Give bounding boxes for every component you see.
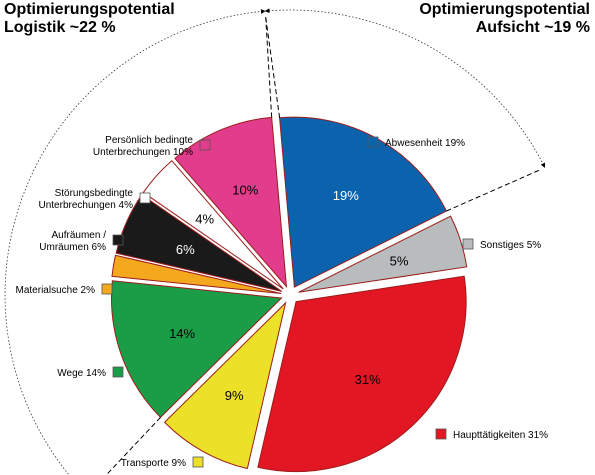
connector-logistik-end [265,17,273,118]
legend-swatch-persoenlich [199,139,211,151]
pie-slice-haupttaetigkeiten [257,275,467,473]
legend-label-haupttaetigkeiten: Haupttätigkeiten 31% [453,430,548,441]
legend-swatch-transporte [192,456,204,468]
legend-label-materialsuche: Materialsuche 2% [16,285,96,296]
legend-swatch-haupttaetigkeiten [435,428,447,440]
legend-label-persoenlich: Persönlich bedingte Unterbrechungen 10% [93,135,194,158]
connector-aufsicht-start [265,17,281,118]
slice-label-abwesenheit: 19% [333,188,359,203]
legend-swatch-stoerungen [139,192,151,204]
bracket-logistik [4,9,266,475]
slice-label-aufraeumen: 6% [176,242,195,257]
legend-label-transporte: Transporte 9% [121,458,186,469]
legend-swatch-sonstiges [462,238,474,250]
legend-label-stoerungen: Störungsbedingte Unterbrechungen 4% [38,188,133,211]
legend-label-wege: Wege 14% [57,368,106,379]
slice-label-stoerungen: 4% [195,212,214,227]
pie-slice-sonstiges [298,215,468,293]
slice-label-haupttaetigkeiten: 31% [355,372,381,387]
legend-swatch-abwesenheit [367,136,379,148]
legend-label-abwesenheit: Abwesenheit 19% [385,138,465,149]
legend-swatch-aufraeumen [112,234,124,246]
slice-label-transporte: 9% [225,388,244,403]
slice-label-persoenlich: 10% [232,183,258,198]
legend-swatch-wege [112,366,124,378]
slice-label-sonstiges: 5% [390,253,409,268]
connector-logistik-start [105,417,161,475]
connector-aufsicht-end [446,169,540,212]
slice-label-wege: 14% [169,326,195,341]
callout-title-logistik: Optimierungspotential Logistik ~22 % [4,1,175,36]
legend-label-sonstiges: Sonstiges 5% [480,240,541,251]
legend-label-aufraeumen: Aufräumen / Umräumen 6% [39,230,106,253]
legend-swatch-materialsuche [101,283,113,295]
callout-title-aufsicht: Optimierungspotential Aufsicht ~19 % [419,1,590,36]
